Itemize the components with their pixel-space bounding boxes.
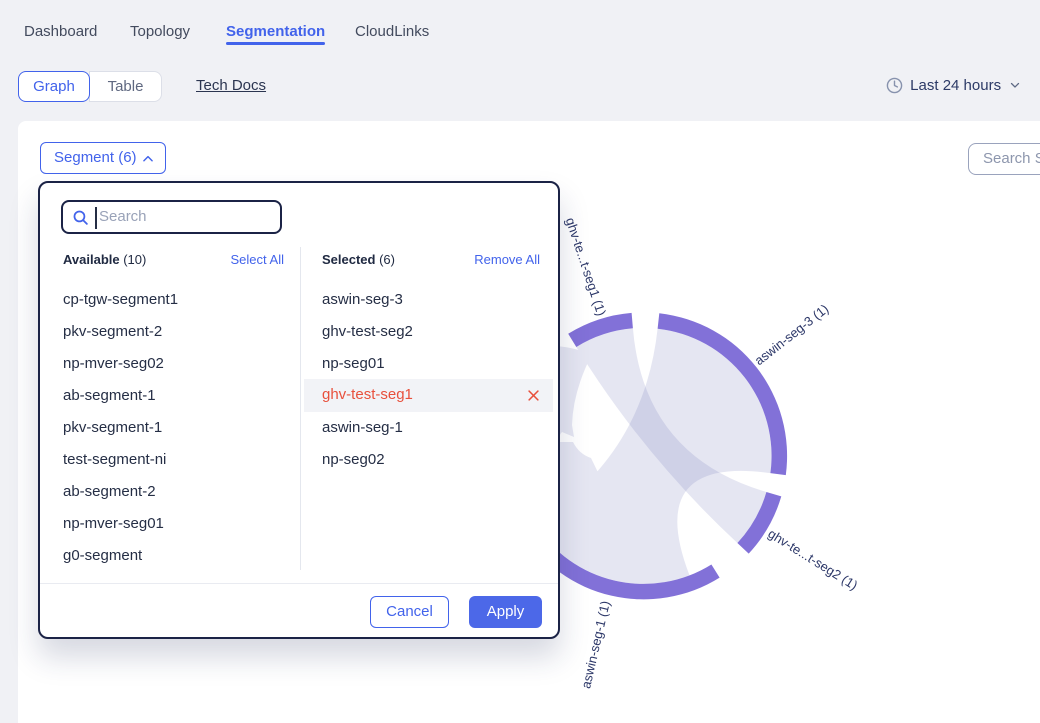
svg-text:ghv-te...t-seg1 (1): ghv-te...t-seg1 (1) [563, 216, 609, 318]
svg-text:aswin-seg-3 (1): aswin-seg-3 (1) [752, 301, 832, 368]
svg-text:aswin-seg-1 (1): aswin-seg-1 (1) [578, 599, 613, 690]
svg-text:ghv-te...t-seg2 (1): ghv-te...t-seg2 (1) [765, 526, 860, 593]
